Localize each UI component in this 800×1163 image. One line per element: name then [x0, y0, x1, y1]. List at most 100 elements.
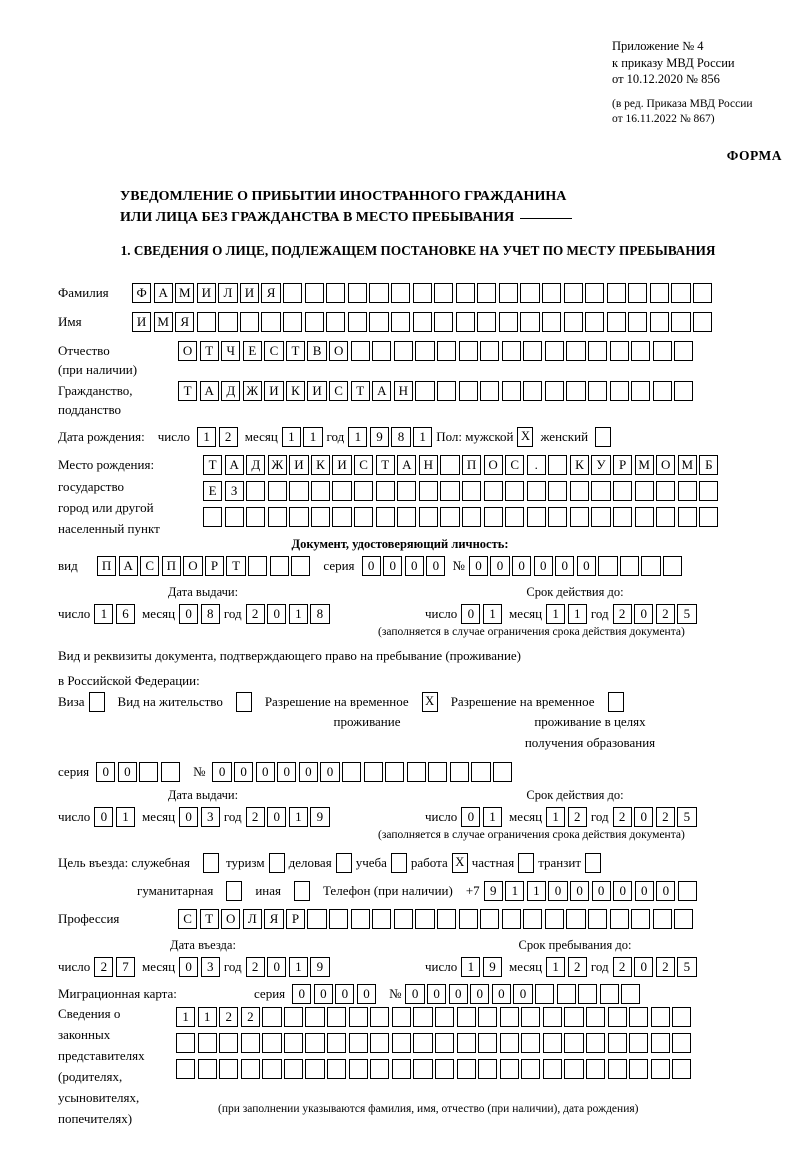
form-cell[interactable]: 9	[310, 957, 330, 977]
form-cell[interactable]	[413, 1007, 433, 1027]
form-cell[interactable]	[291, 556, 311, 576]
form-cell[interactable]: А	[397, 455, 417, 475]
form-cell[interactable]	[629, 1007, 649, 1027]
form-cell[interactable]: Я	[264, 909, 284, 929]
form-cell[interactable]	[305, 1059, 325, 1079]
form-cell[interactable]	[283, 1033, 304, 1053]
form-cell[interactable]	[283, 1007, 304, 1027]
form-cell[interactable]	[677, 881, 698, 901]
form-cell[interactable]: 1	[461, 957, 481, 977]
form-cell[interactable]: Т	[226, 556, 246, 576]
form-cell[interactable]	[492, 762, 513, 782]
form-cell[interactable]: 5	[677, 957, 697, 977]
form-cell[interactable]	[587, 909, 608, 929]
purpose-business-checkbox[interactable]	[335, 853, 352, 873]
form-cell[interactable]	[240, 1033, 260, 1053]
form-cell[interactable]	[498, 312, 519, 332]
form-cell[interactable]: И	[307, 381, 327, 401]
form-cell[interactable]	[650, 1033, 670, 1053]
form-cell[interactable]	[609, 909, 629, 929]
form-cell[interactable]	[332, 481, 352, 501]
form-cell[interactable]: И	[196, 283, 216, 303]
form-cell[interactable]: 0	[292, 984, 312, 1004]
form-cell[interactable]	[160, 762, 181, 782]
form-cell[interactable]: М	[175, 283, 195, 303]
form-cell[interactable]: 1	[526, 881, 546, 901]
form-cell[interactable]	[332, 507, 352, 527]
form-cell[interactable]	[671, 312, 691, 332]
form-cell[interactable]	[327, 1033, 347, 1053]
form-cell[interactable]: О	[221, 909, 241, 929]
form-cell[interactable]	[436, 341, 457, 361]
form-cell[interactable]: 1	[348, 427, 368, 447]
form-cell[interactable]	[521, 1059, 541, 1079]
form-cell[interactable]	[569, 507, 590, 527]
form-cell[interactable]	[699, 507, 719, 527]
form-cell[interactable]	[412, 312, 432, 332]
form-cell[interactable]	[304, 283, 324, 303]
form-cell[interactable]: .	[526, 455, 546, 475]
form-cell[interactable]	[520, 312, 540, 332]
form-cell[interactable]	[219, 1059, 239, 1079]
form-cell[interactable]	[458, 341, 478, 361]
form-cell[interactable]	[197, 1059, 217, 1079]
form-cell[interactable]	[397, 507, 417, 527]
form-cell[interactable]	[305, 1007, 325, 1027]
form-cell[interactable]: 0	[320, 762, 340, 782]
form-cell[interactable]	[326, 312, 346, 332]
form-cell[interactable]: Т	[199, 341, 219, 361]
purpose-tourism-checkbox[interactable]	[268, 853, 285, 873]
form-cell[interactable]: Б	[699, 455, 719, 475]
form-cell[interactable]	[240, 1059, 260, 1079]
form-cell[interactable]	[569, 481, 590, 501]
form-cell[interactable]	[556, 984, 576, 1004]
form-cell[interactable]	[480, 341, 500, 361]
form-cell[interactable]: 0	[267, 604, 287, 624]
form-cell[interactable]: 0	[490, 556, 510, 576]
form-cell[interactable]	[578, 984, 598, 1004]
form-cell[interactable]	[436, 909, 457, 929]
form-cell[interactable]	[224, 507, 244, 527]
sex-female-checkbox[interactable]	[595, 427, 612, 447]
form-cell[interactable]: В	[307, 341, 327, 361]
form-cell[interactable]: 0	[613, 881, 633, 901]
form-cell[interactable]: Е	[203, 481, 223, 501]
form-cell[interactable]: 0	[267, 957, 287, 977]
form-cell[interactable]: 0	[634, 957, 654, 977]
form-cell[interactable]	[455, 312, 475, 332]
form-cell[interactable]	[329, 909, 349, 929]
form-cell[interactable]	[436, 381, 457, 401]
form-cell[interactable]: И	[264, 381, 284, 401]
form-cell[interactable]	[477, 283, 497, 303]
form-cell[interactable]: 0	[117, 762, 137, 782]
form-cell[interactable]: С	[178, 909, 198, 929]
form-cell[interactable]: О	[483, 455, 503, 475]
form-cell[interactable]: Р	[285, 909, 306, 929]
form-cell[interactable]	[347, 312, 367, 332]
form-cell[interactable]: 2	[567, 957, 587, 977]
form-cell[interactable]: О	[178, 341, 198, 361]
form-cell[interactable]: 9	[482, 957, 503, 977]
form-cell[interactable]	[390, 283, 411, 303]
form-cell[interactable]	[434, 1059, 455, 1079]
form-cell[interactable]	[526, 507, 546, 527]
form-cell[interactable]	[607, 1033, 627, 1053]
form-cell[interactable]	[505, 507, 525, 527]
form-cell[interactable]: 0	[512, 556, 532, 576]
form-cell[interactable]	[564, 1059, 584, 1079]
form-cell[interactable]	[440, 507, 460, 527]
form-cell[interactable]: Р	[612, 455, 633, 475]
form-cell[interactable]	[612, 481, 633, 501]
form-cell[interactable]	[310, 481, 331, 501]
form-cell[interactable]	[641, 556, 661, 576]
form-cell[interactable]	[649, 283, 670, 303]
form-cell[interactable]	[283, 312, 303, 332]
form-cell[interactable]	[606, 312, 626, 332]
form-cell[interactable]: П	[461, 455, 482, 475]
